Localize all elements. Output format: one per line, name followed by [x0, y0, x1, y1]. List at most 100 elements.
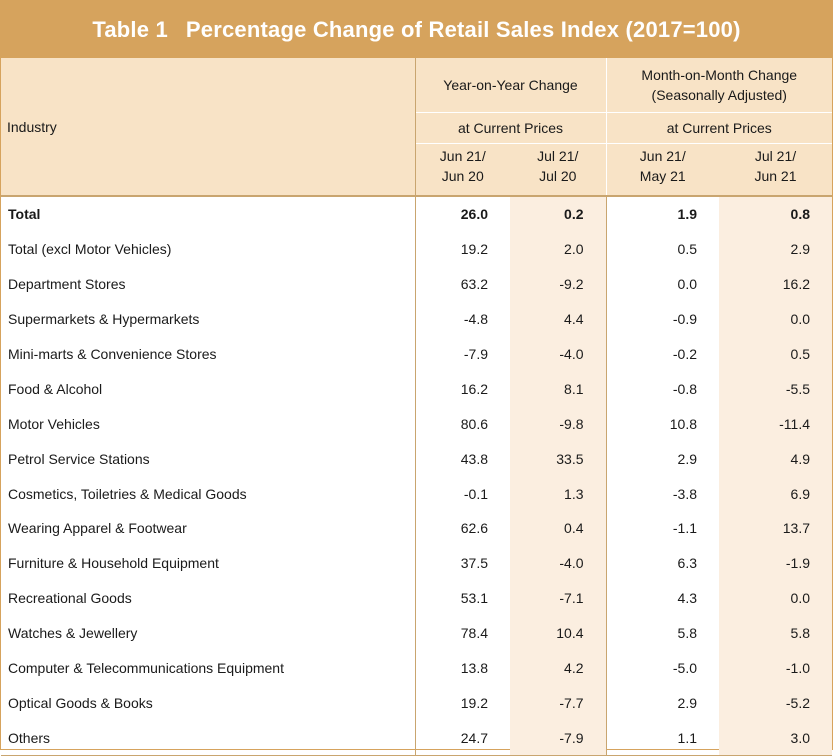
value-cell-col-4: -11.4: [719, 406, 832, 442]
table-row: Petrol Service Stations 43.8 33.5 2.9 4.9: [1, 441, 832, 477]
table-row: Wearing Apparel & Footwear 62.6 0.4 -1.1 13.…: [1, 511, 832, 546]
value-cell-col-3: -5.0: [605, 650, 719, 686]
table-row: Total (excl Motor Vehicles) 19.2 2.0 0.5 2.9: [1, 231, 832, 267]
value-cell-col-2: -9.2: [510, 266, 606, 302]
industry-cell: Motor Vehicles: [1, 406, 416, 442]
value-cell-col-3: 6.3: [605, 545, 719, 581]
value-cell-col-2: 0.2: [510, 196, 606, 232]
value-cell-col-2: 8.1: [510, 371, 606, 407]
period-1-line1: Jun 21/: [439, 148, 486, 164]
value-cell-col-4: -1.9: [719, 545, 832, 581]
value-cell-col-2: 4.2: [510, 650, 606, 686]
value-cell-col-1: 19.2: [460, 694, 488, 711]
industry-cell: Petrol Service Stations: [1, 441, 416, 477]
industry-cell: Recreational Goods: [1, 580, 416, 616]
period-header-4: Jul 21/ Jun 21: [719, 143, 832, 197]
table-title-text: Percentage Change of Retail Sales Index …: [185, 16, 741, 42]
value-cell-col-2: 4.4: [510, 301, 606, 337]
value-cell-col-1: -4.8: [463, 311, 488, 328]
industry-cell: Total (excl Motor Vehicles): [1, 231, 416, 267]
industry-cell: Computer & Telecommunications Equipment: [1, 650, 416, 686]
value-cell-col-2: -7.1: [510, 580, 606, 616]
value-cell-col-1: 62.6: [460, 520, 488, 537]
industry-cell: Total: [1, 196, 416, 232]
value-cell-col-1: 80.6: [460, 415, 488, 432]
value-cell-col-1: 43.8: [460, 450, 488, 467]
value-cell-col-3: 5.8: [605, 615, 719, 651]
table-row: Department Stores 63.2 -9.2 0.0 16.2: [1, 266, 832, 302]
value-cell-col-3: 0.5: [605, 231, 719, 267]
period-header-3: Jun 21/ May 21: [606, 143, 719, 197]
industry-cell: Furniture & Household Equipment: [1, 545, 416, 581]
period-header-1: Jun 21/ Jun 20: [415, 143, 510, 197]
value-cell-col-1: 63.2: [460, 276, 488, 293]
value-cell-col-1: 16.2: [460, 380, 488, 397]
value-cell-col-4: 0.0: [719, 580, 832, 616]
value-cell-col-3: -0.9: [605, 301, 719, 337]
value-cell-col-1: 53.1: [460, 590, 488, 607]
mom-subheader: at Current Prices: [606, 112, 832, 144]
yoy-subheader: at Current Prices: [415, 112, 607, 144]
value-cell-col-4: 3.0: [719, 720, 832, 756]
industry-cell: Wearing Apparel & Footwear: [1, 511, 416, 546]
value-cell-col-2: -4.0: [510, 545, 606, 581]
table-row: Total 26.0 0.2 1.9 0.8: [1, 196, 832, 232]
mom-header-line2: (Seasonally Adjusted): [651, 87, 787, 103]
value-cell-col-4: 13.7: [719, 511, 832, 546]
industry-cell: Optical Goods & Books: [1, 685, 416, 721]
period-2-line1: Jul 21/: [537, 148, 579, 164]
value-cell-col-4: 2.9: [719, 231, 832, 267]
value-cell-col-4: 16.2: [719, 266, 832, 302]
industry-cell: Others: [1, 720, 416, 756]
value-cell-col-3: -0.8: [605, 371, 719, 407]
table-row: Watches & Jewellery 78.4 10.4 5.8 5.8: [1, 615, 832, 651]
value-cell-col-2: 2.0: [510, 231, 606, 267]
period-1-line2: Jun 20: [441, 168, 484, 184]
value-cell-col-1: 19.2: [460, 241, 488, 258]
value-cell-col-4: 4.9: [719, 441, 832, 477]
value-cell-col-4: 0.0: [719, 301, 832, 337]
table-row: Food & Alcohol 16.2 8.1 -0.8 -5.5: [1, 371, 832, 407]
table-row: Others 24.7 -7.9 1.1 3.0: [1, 720, 832, 756]
value-cell-col-4: -1.0: [719, 650, 832, 686]
period-header-2: Jul 21/ Jul 20: [510, 143, 607, 197]
value-cell-col-1: 24.7: [415, 720, 510, 756]
table-row: Optical Goods & Books 19.2 -7.7 2.9 -5.2: [1, 685, 832, 721]
table-row: Supermarkets & Hypermarkets -4.8 4.4 -0.9 0.…: [1, 301, 832, 337]
value-cell-col-2: -7.7: [510, 685, 606, 721]
value-cell-col-3: -0.2: [605, 336, 719, 372]
period-4-line1: Jul 21/: [754, 148, 797, 164]
yoy-header-text: Year-on-Year Change: [443, 77, 578, 93]
value-cell-col-2: 0.4: [510, 511, 606, 546]
value-cell-col-2: -4.0: [510, 336, 606, 372]
value-cell-col-3: 2.9: [605, 685, 719, 721]
period-3-line2: May 21: [639, 168, 686, 184]
value-cell-col-1: -7.9: [463, 346, 488, 362]
value-cell-col-3: 10.8: [605, 406, 719, 442]
value-cell-col-2: 10.4: [510, 615, 606, 651]
value-cell-col-3: 1.1: [605, 720, 719, 756]
value-cell-col-3: 2.9: [605, 441, 719, 477]
table-row: Recreational Goods 53.1 -7.1 4.3 0.0: [1, 580, 832, 616]
table-row: Mini-marts & Convenience Stores -7.9 -4.0-…: [1, 336, 832, 372]
value-cell-col-4: 0.5: [719, 336, 832, 372]
value-cell-col-4: 0.8: [719, 196, 832, 232]
industry-cell: Food & Alcohol: [1, 371, 416, 407]
table-title: Table 1 Percentage Change of Retail Sale…: [1, 1, 832, 58]
industry-cell: Watches & Jewellery: [1, 615, 416, 651]
mom-change-header: Month-on-Month Change (Seasonally Adjust…: [606, 58, 832, 113]
value-cell-col-3: 4.3: [605, 580, 719, 616]
value-cell-col-1: 13.8: [460, 660, 488, 677]
value-cell-col-2: -9.8: [510, 406, 606, 442]
table-row: Furniture & Household Equipment 37.5 -4.0 6…: [1, 545, 832, 581]
period-3-line1: Jun 21/: [639, 148, 686, 164]
value-cell-col-3: -1.1: [605, 511, 719, 546]
mom-header-line1: Month-on-Month Change: [641, 67, 798, 83]
period-2-line2: Jul 20: [539, 168, 577, 184]
value-cell-col-2: 33.5: [510, 441, 606, 477]
value-cell-col-1: 78.4: [460, 625, 488, 642]
value-cell-col-4: -5.5: [719, 371, 832, 407]
value-cell-col-4: 5.8: [719, 615, 832, 651]
industry-cell: Cosmetics, Toiletries & Medical Goods: [1, 476, 416, 512]
industry-cell: Supermarkets & Hypermarkets: [1, 301, 416, 337]
